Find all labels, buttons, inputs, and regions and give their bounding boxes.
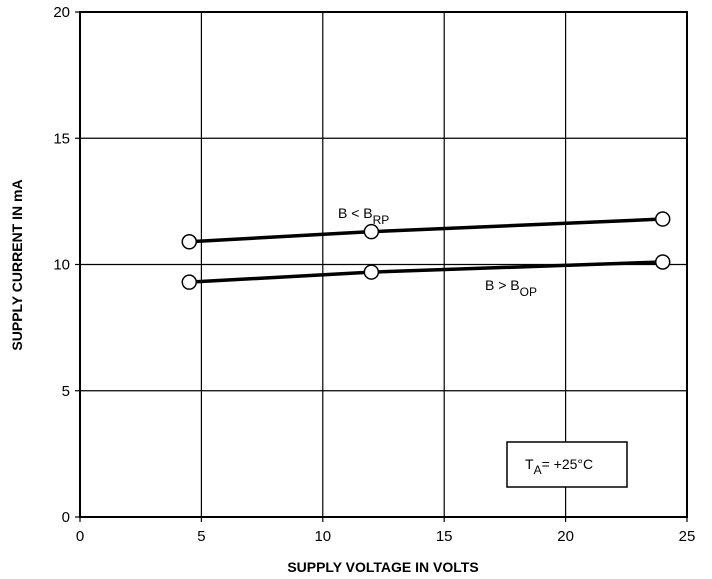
series-group: B < BRP B > BOP bbox=[181, 205, 671, 299]
y-tick-label: 20 bbox=[53, 4, 70, 21]
x-tick-label: 20 bbox=[557, 528, 574, 545]
x-tick-label: 15 bbox=[436, 528, 453, 545]
x-tick-label: 25 bbox=[679, 528, 696, 545]
series-line bbox=[187, 217, 665, 244]
series-label-sub: OP bbox=[520, 285, 537, 299]
y-tick-label: 10 bbox=[53, 257, 70, 274]
data-point bbox=[654, 254, 671, 270]
series-label-sub: RP bbox=[373, 213, 390, 227]
annotation-main: T bbox=[525, 456, 534, 472]
data-point bbox=[654, 211, 671, 227]
series-label: B < BRP bbox=[338, 205, 389, 227]
y-axis-title: SUPPLY CURRENT IN mA bbox=[9, 179, 25, 350]
series-1: B < BRP bbox=[181, 205, 671, 250]
x-tick-label: 5 bbox=[197, 528, 205, 545]
data-point bbox=[363, 223, 380, 240]
y-tick-label: 0 bbox=[62, 509, 70, 526]
x-tick-label: 0 bbox=[76, 528, 84, 545]
data-point bbox=[181, 274, 198, 290]
series-label-main: B < B bbox=[338, 205, 373, 221]
data-point bbox=[363, 264, 380, 280]
series-label: B > BOP bbox=[485, 277, 537, 299]
annotation-text: TA= +25°C bbox=[525, 456, 593, 477]
data-point bbox=[181, 234, 198, 250]
annotation-box: TA= +25°C bbox=[506, 441, 628, 488]
y-tick-label: 5 bbox=[62, 383, 70, 400]
tick-labels: 0 5 10 15 20 25 0 5 10 15 20 bbox=[53, 4, 695, 545]
grid-lines bbox=[80, 12, 687, 517]
annotation-frame bbox=[506, 441, 628, 488]
series-label-main: B > B bbox=[485, 277, 520, 293]
annotation-sub: A bbox=[534, 463, 542, 477]
y-tick-label: 15 bbox=[53, 130, 70, 147]
series-2: B > BOP bbox=[181, 254, 671, 299]
x-tick-label: 10 bbox=[314, 528, 331, 545]
x-axis-title: SUPPLY VOLTAGE IN VOLTS bbox=[287, 559, 478, 575]
annotation-rest: = +25°C bbox=[542, 456, 594, 472]
